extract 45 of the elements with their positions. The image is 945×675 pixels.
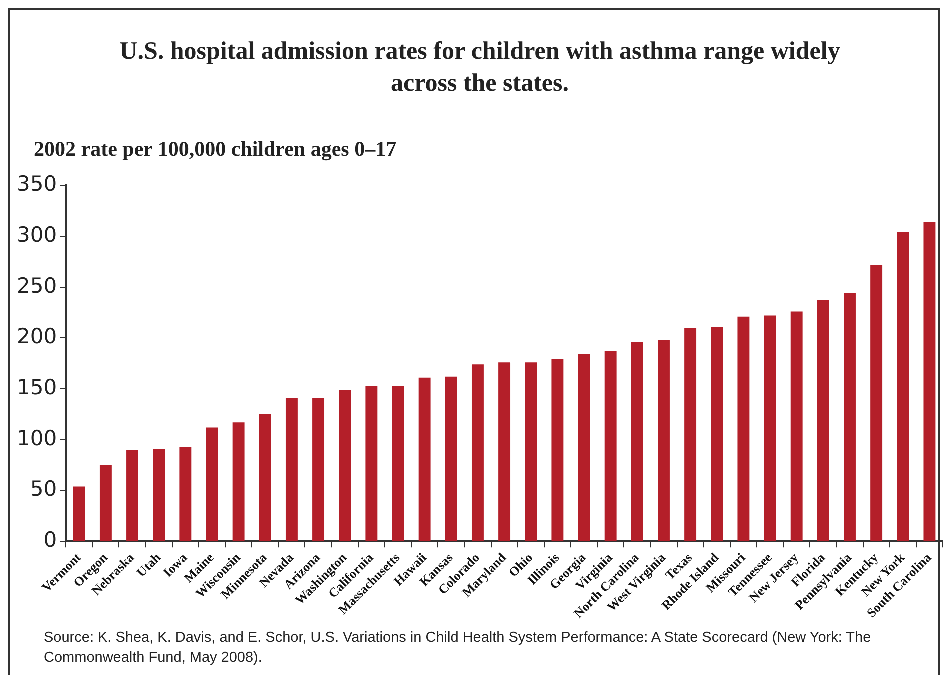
bar bbox=[126, 450, 138, 542]
bar bbox=[870, 264, 883, 542]
bar bbox=[897, 232, 910, 542]
bar bbox=[312, 398, 325, 542]
bar bbox=[498, 362, 511, 542]
bar bbox=[180, 447, 192, 542]
bar bbox=[259, 414, 272, 542]
y-axis-title: 2002 rate per 100,000 children ages 0–17 bbox=[34, 137, 397, 162]
y-tick-label: 150 bbox=[16, 375, 58, 400]
bar bbox=[286, 398, 298, 542]
chart-title: U.S. hospital admission rates for children with asthma range widely across the states. bbox=[118, 37, 842, 99]
bar bbox=[366, 386, 378, 542]
bar bbox=[711, 326, 724, 542]
bar bbox=[206, 428, 218, 542]
y-tick-label: 300 bbox=[16, 222, 58, 247]
y-tick-label: 250 bbox=[16, 274, 58, 298]
bar bbox=[100, 465, 112, 542]
bar bbox=[392, 386, 404, 542]
bar bbox=[445, 376, 458, 542]
bar bbox=[738, 316, 750, 542]
bar bbox=[472, 364, 484, 542]
bar bbox=[604, 351, 617, 542]
bar bbox=[764, 316, 776, 542]
bar bbox=[552, 360, 564, 542]
bar bbox=[525, 362, 538, 542]
bar bbox=[232, 422, 245, 542]
bar bbox=[631, 342, 644, 542]
bar bbox=[339, 390, 352, 542]
bar bbox=[817, 300, 830, 542]
bar bbox=[73, 486, 86, 542]
y-tick-label: 350 bbox=[16, 172, 58, 196]
bar bbox=[153, 449, 166, 542]
bar bbox=[790, 312, 803, 542]
x-tick-label: Utah bbox=[134, 549, 164, 580]
y-tick-label: 0 bbox=[44, 528, 58, 552]
bar bbox=[684, 328, 697, 542]
bar bbox=[658, 340, 670, 542]
bar bbox=[844, 293, 856, 542]
source-note: Source: K. Shea, K. Davis, and E. Schor, U.S. Variations in Child Health System Performance: A State Scorecard (New York: The Commonwealth Fund, May 2008). bbox=[44, 629, 872, 668]
bar bbox=[578, 354, 590, 542]
y-tick-label: 50 bbox=[30, 477, 58, 502]
y-tick-label: 100 bbox=[16, 426, 58, 450]
bar bbox=[924, 222, 936, 542]
bar bbox=[418, 378, 431, 542]
y-tick-label: 200 bbox=[16, 324, 58, 349]
